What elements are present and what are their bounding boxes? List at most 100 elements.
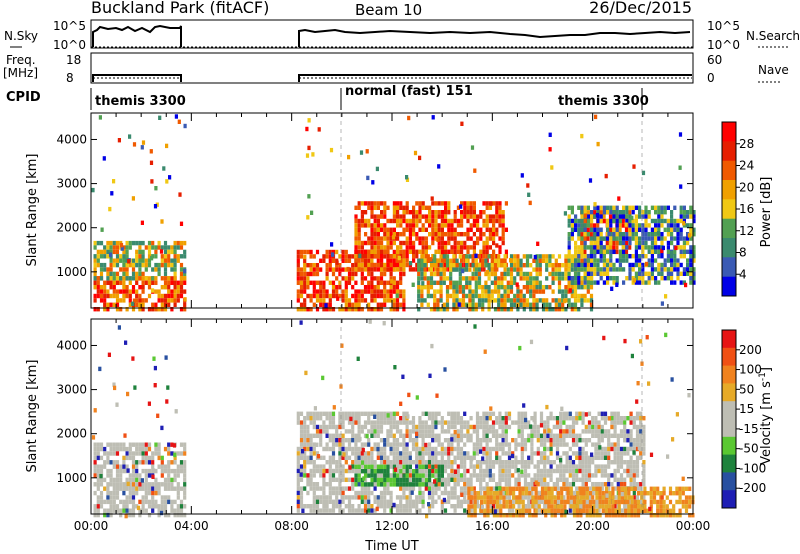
- range-gate-cell: [112, 504, 116, 509]
- range-gate-cell: [498, 460, 502, 465]
- range-gate-cell: [485, 460, 489, 465]
- range-gate-cell: [157, 442, 161, 447]
- range-gate-cell: [642, 451, 646, 456]
- range-gate-cell: [513, 267, 517, 272]
- range-gate-cell: [163, 240, 168, 246]
- range-gate-cell: [593, 258, 597, 263]
- range-gate-cell: [434, 464, 438, 469]
- range-gate-cell: [466, 232, 470, 237]
- range-gate-cell: [533, 477, 537, 482]
- range-gate-cell: [421, 442, 425, 447]
- range-gate-cell: [367, 254, 371, 259]
- range-gate-cell: [347, 298, 352, 303]
- range-gate-cell: [634, 236, 638, 241]
- range-gate-cell: [309, 298, 313, 303]
- range-gate-cell: [536, 460, 540, 465]
- range-gate-cell: [533, 473, 537, 478]
- range-gate-cell: [426, 285, 430, 290]
- range-gate-cell: [173, 245, 177, 250]
- range-gate-cell: [623, 424, 627, 430]
- range-gate-cell: [296, 499, 300, 504]
- range-gate-cell: [684, 495, 689, 500]
- range-gate-cell: [179, 460, 184, 465]
- range-gate-cell: [392, 232, 396, 237]
- range-gate-cell: [485, 223, 489, 228]
- range-gate-cell: [573, 293, 577, 298]
- range-gate-cell: [568, 429, 572, 434]
- range-gate-cell: [562, 495, 566, 500]
- range-gate-cell: [167, 495, 171, 500]
- range-gate-cell: [417, 267, 421, 272]
- range-gate-cell: [112, 249, 116, 255]
- range-gate-cell: [405, 175, 409, 180]
- range-gate-cell: [455, 307, 459, 312]
- range-gate-cell: [549, 473, 553, 478]
- range-gate-cell: [370, 245, 374, 250]
- range-gate-cell: [351, 307, 355, 312]
- range-gate-cell: [163, 486, 168, 491]
- range-gate-cell: [322, 254, 326, 259]
- range-gate-cell: [357, 249, 361, 255]
- range-gate-cell: [458, 276, 462, 281]
- range-gate-cell: [530, 446, 534, 452]
- range-gate-cell: [303, 460, 307, 465]
- range-gate-cell: [599, 276, 603, 281]
- range-gate-cell: [417, 307, 421, 312]
- range-gate-cell: [628, 210, 632, 215]
- range-gate-cell: [495, 201, 499, 206]
- range-gate-cell: [626, 451, 630, 456]
- range-gate-cell: [532, 289, 536, 294]
- range-gate-cell: [552, 416, 556, 421]
- range-gate-cell: [456, 455, 460, 460]
- range-gate-cell: [328, 416, 332, 421]
- range-gate-cell: [109, 468, 113, 474]
- range-gate-cell: [296, 411, 300, 416]
- range-gate-cell: [467, 491, 471, 496]
- range-gate-cell: [108, 206, 112, 212]
- range-gate-cell: [367, 223, 371, 228]
- range-gate-cell: [183, 297, 187, 302]
- range-gate-cell: [686, 262, 690, 268]
- range-gate-cell: [540, 495, 545, 500]
- range-gate-cell: [370, 307, 374, 312]
- range-gate-cell: [167, 482, 171, 487]
- range-gate-cell: [351, 446, 355, 452]
- range-gate-cell: [520, 173, 524, 178]
- range-gate-cell: [492, 227, 496, 232]
- range-gate-cell: [571, 433, 576, 438]
- range-gate-cell: [412, 267, 416, 272]
- range-gate-cell: [440, 416, 444, 421]
- range-gate-cell: [299, 499, 304, 504]
- range-gate-cell: [485, 416, 489, 421]
- range-gate-cell: [641, 227, 645, 232]
- range-gate-cell: [383, 499, 387, 504]
- range-gate-cell: [544, 495, 548, 500]
- range-gate-cell: [612, 205, 616, 210]
- range-gate-cell: [564, 285, 568, 290]
- range-gate-cell: [183, 269, 187, 274]
- range-gate-cell: [376, 416, 380, 421]
- range-gate-cell: [627, 495, 631, 500]
- range-gate-cell: [163, 245, 168, 250]
- range-gate-cell: [624, 249, 629, 255]
- range-gate-cell: [96, 293, 100, 299]
- range-gate-cell: [351, 420, 355, 425]
- range-gate-cell: [611, 495, 615, 500]
- range-gate-cell: [405, 508, 409, 513]
- range-gate-cell: [431, 446, 435, 452]
- range-gate-cell: [475, 411, 480, 416]
- range-gate-cell: [354, 293, 358, 299]
- range-gate-cell: [571, 473, 576, 478]
- range-gate-cell: [622, 205, 626, 210]
- range-gate-cell: [504, 495, 508, 500]
- range-gate-cell: [436, 280, 440, 285]
- range-gate-cell: [527, 455, 531, 460]
- range-gate-cell: [635, 442, 640, 447]
- range-gate-cell: [597, 433, 601, 438]
- range-gate-cell: [411, 446, 416, 452]
- range-gate-cell: [157, 486, 161, 491]
- range-gate-cell: [376, 223, 380, 228]
- range-gate-cell: [160, 285, 164, 290]
- range-gate-cell: [622, 254, 626, 259]
- range-gate-cell: [549, 433, 553, 438]
